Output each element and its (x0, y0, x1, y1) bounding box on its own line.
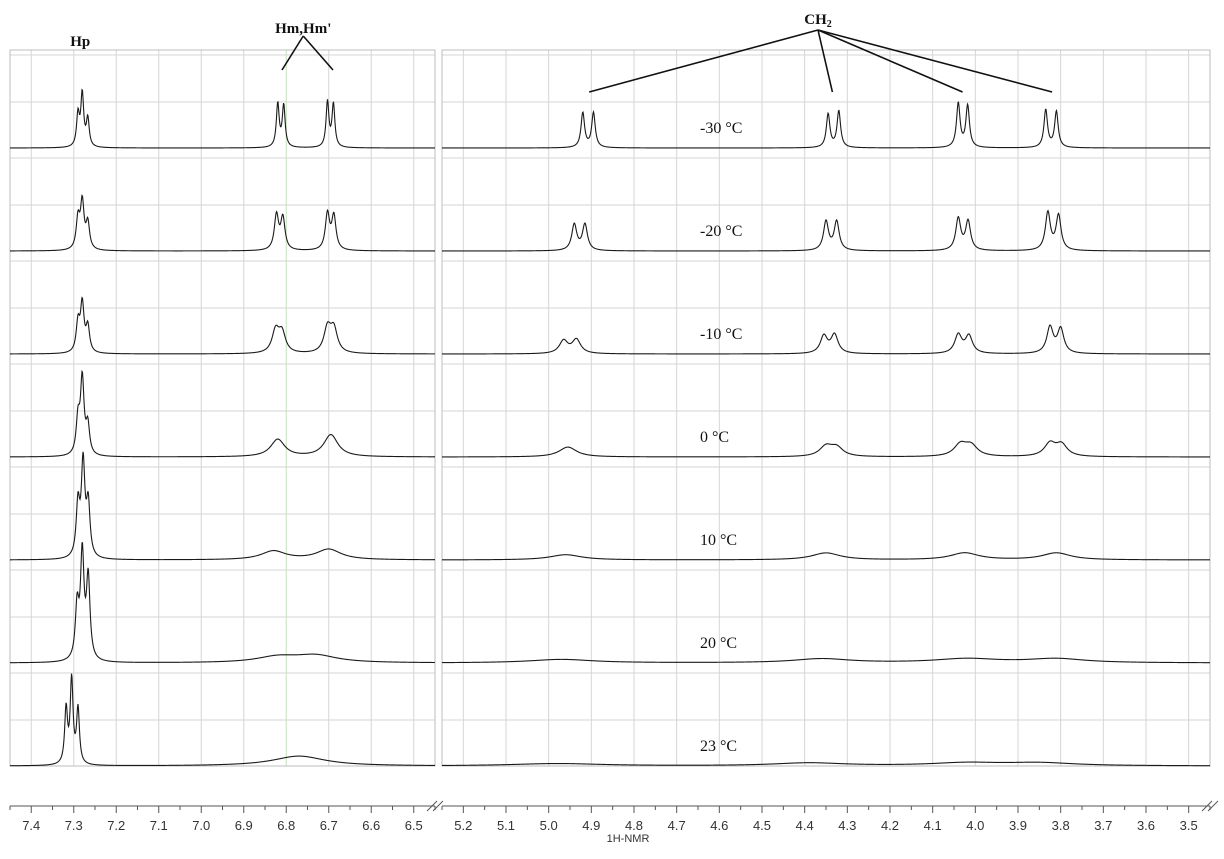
annotation-leader-line (817, 29, 1053, 93)
x-tick-label: 3.9 (1009, 818, 1027, 833)
x-tick-label: 7.3 (65, 818, 83, 833)
x-tick-label: 4.9 (582, 818, 600, 833)
x-tick-label: 4.1 (924, 818, 942, 833)
x-tick-label: 4.0 (966, 818, 984, 833)
x-tick-label: 4.2 (881, 818, 899, 833)
x-tick-label: 6.6 (362, 818, 380, 833)
spectrum-trace (442, 440, 1210, 458)
spectrum-trace (10, 194, 435, 252)
x-tick-label: 5.2 (454, 818, 472, 833)
x-tick-label: 5.1 (497, 818, 515, 833)
annotation-hm: Hm,Hm' (275, 21, 331, 37)
x-tick-label: 4.3 (838, 818, 856, 833)
spectrum-trace (441, 761, 1210, 767)
spectrum-trace (10, 296, 435, 355)
spectrum-trace (442, 324, 1210, 355)
spectrum-panel-1 (9, 49, 436, 767)
temperature-label: 10 °C (700, 532, 737, 549)
spectrum-trace (10, 88, 435, 149)
spectrum-trace (441, 657, 1210, 664)
annotation-ch2-subscript: 2 (827, 19, 832, 30)
x-tick-label: 4.7 (668, 818, 686, 833)
spectrum-panel-2 (441, 49, 1211, 767)
annotation-ch2: CH2 (804, 12, 832, 30)
annotation-leader-line (817, 29, 963, 93)
temperature-labels: -30 °C -20 °C -10 °C 0 °C 10 °C 20 °C 23 °C (700, 120, 742, 755)
annotation-leader-line (281, 35, 304, 71)
x-tick-label: 4.5 (753, 818, 771, 833)
spectrum-trace (9, 451, 435, 561)
x-tick-label: 7.4 (22, 818, 40, 833)
x-tick-label: 6.8 (277, 818, 295, 833)
annotation-leader-line (817, 29, 834, 93)
x-tick-label: 7.1 (150, 818, 168, 833)
temperature-label: -30 °C (700, 120, 742, 137)
x-tick-label: 7.0 (192, 818, 210, 833)
spectra (9, 88, 1210, 767)
annotation-leader-line (588, 29, 819, 93)
temperature-label: -10 °C (700, 326, 742, 343)
annotation-leader-line (302, 35, 334, 71)
x-axis: 7.4 7.3 7.2 7.1 7.0 6.9 6.8 6.7 6.6 6.5 5.2 5.1 5.0 4… (9, 800, 1219, 833)
temperature-label: 23 °C (700, 738, 737, 755)
x-tick-label: 6.9 (235, 818, 253, 833)
annotation-hp: Hp (70, 34, 90, 50)
x-tick-label: 4.4 (796, 818, 814, 833)
spectrum-trace (10, 673, 436, 767)
spectrum-trace (442, 552, 1210, 561)
x-axis-title: 1H-NMR (607, 833, 650, 845)
x-tick-label: 4.6 (710, 818, 728, 833)
x-tick-label: 5.0 (540, 818, 558, 833)
x-tick-label: 6.5 (405, 818, 423, 833)
x-tick-label: 6.7 (320, 818, 338, 833)
temperature-label: -20 °C (700, 223, 742, 240)
peak-annotations: Hp Hm,Hm' CH2 (70, 12, 1053, 93)
spectrum-trace (442, 101, 1210, 149)
x-tick-label: 3.7 (1094, 818, 1112, 833)
x-tick-label: 7.2 (107, 818, 125, 833)
temperature-label: 20 °C (700, 635, 737, 652)
x-tick-label: 4.8 (625, 818, 643, 833)
axis-break-mark (426, 800, 438, 812)
axis-break-mark (1207, 800, 1219, 812)
grid (10, 50, 1210, 766)
spectrum-trace (10, 369, 435, 458)
x-tick-label: 3.5 (1180, 818, 1198, 833)
panel-borders (9, 49, 1211, 767)
x-tick-label: 3.6 (1137, 818, 1155, 833)
spectrum-trace (9, 542, 435, 664)
axis-break-mark (1201, 800, 1213, 812)
x-tick-label: 3.8 (1052, 818, 1070, 833)
spectrum-trace (442, 209, 1210, 252)
annotation-ch2-base: CH (804, 12, 827, 28)
temperature-label: 0 °C (700, 429, 729, 446)
axis-break-mark (432, 800, 444, 812)
